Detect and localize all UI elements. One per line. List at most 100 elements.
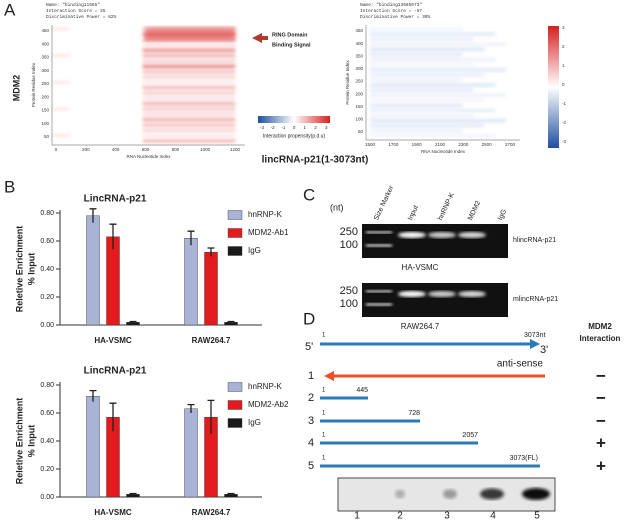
protein-label: MDM2: [11, 75, 21, 102]
legend-swatch: [227, 210, 243, 220]
band: [398, 291, 426, 297]
start-label: 1: [322, 388, 326, 394]
y-axis-title: Reletive Enrichment: [14, 398, 24, 485]
x-tick-label: 1500: [365, 142, 376, 147]
bar: [184, 237, 198, 326]
legend-label: IgG: [248, 418, 261, 427]
colorbar-tick: 2: [562, 44, 565, 49]
blot-band: [395, 489, 405, 499]
y-tick-label: 450: [355, 28, 363, 33]
heat-band: [370, 83, 496, 87]
unit-label: (nt): [330, 202, 344, 212]
heat-band: [142, 112, 236, 116]
y-axis-title: Protein Residue Index: [345, 60, 350, 105]
colorbar-tick: -1: [281, 125, 285, 130]
start-label: 1: [322, 433, 326, 439]
legend-swatch: [227, 400, 243, 410]
x-tick-label: HA-VSMC: [94, 336, 132, 345]
y-tick-label: 100: [355, 117, 363, 122]
result: +: [596, 433, 606, 452]
y-tick-label: 0.00: [40, 494, 54, 501]
y-tick-label: 300: [41, 68, 49, 73]
heat-band: [370, 42, 507, 46]
lane-label: 5: [534, 511, 540, 521]
colorbar: [258, 116, 330, 123]
band: [366, 303, 392, 306]
start-label: 1: [322, 333, 326, 339]
y-axis-title: % Input: [26, 253, 36, 286]
blot-band: [522, 488, 550, 500]
y-tick-label: 0.60: [40, 238, 54, 245]
legend-label: MDM2-Ab1: [248, 228, 289, 237]
bar: [106, 236, 120, 326]
heat-band: [142, 80, 236, 84]
five-prime: 5': [305, 341, 313, 353]
heat-band: [142, 59, 236, 63]
colorbar-tick: 3: [562, 25, 565, 30]
legend-swatch: [227, 418, 243, 428]
heat-band: [142, 75, 236, 79]
heat-band: [52, 54, 70, 57]
lane-label: 2: [397, 511, 403, 521]
error-bar: [187, 230, 195, 246]
y-tick-label: 400: [355, 41, 363, 46]
heat-band: [52, 108, 70, 110]
heat-band: [370, 73, 485, 77]
heat-band: [142, 128, 236, 132]
error-bar: [129, 492, 137, 495]
gel-target: hlincRNA-p21: [513, 237, 556, 244]
annotation: RING Domain: [272, 32, 308, 38]
blot-band: [480, 488, 504, 500]
lane-label: MDM2: [467, 200, 482, 222]
chart-title: LincRNA-p21: [84, 194, 147, 205]
band: [398, 232, 426, 238]
band: [458, 291, 486, 297]
arrow: [252, 33, 268, 43]
heat-band: [370, 103, 463, 107]
heat-band: [370, 119, 507, 123]
heat-band: [142, 43, 236, 47]
marker-label: 100: [340, 239, 358, 251]
lane-label: Size Marker: [373, 184, 395, 221]
heat-hotspot: [144, 27, 236, 41]
panel-label: D: [303, 309, 315, 328]
colorbar-tick: 0: [562, 82, 565, 87]
y-tick-label: 0.60: [40, 410, 54, 417]
x-tick-label: 0: [55, 147, 58, 152]
x-tick-label: HA-VSMC: [94, 508, 132, 517]
heat-band: [370, 98, 485, 102]
panel-label: A: [4, 0, 16, 19]
colorbar-tick: -2: [562, 120, 566, 125]
panel-title: lincRNA-p21(1-3073nt): [262, 155, 369, 166]
y-tick-label: 400: [41, 41, 49, 46]
error-bar: [207, 247, 215, 257]
colorbar-tick: -3: [562, 139, 566, 144]
band: [366, 231, 392, 234]
x-tick-label: 1200: [230, 147, 241, 152]
legend-swatch: [227, 228, 243, 238]
heat-band: [370, 68, 507, 72]
colorbar-tick: -1: [562, 101, 566, 106]
x-tick-label: 400: [112, 147, 120, 152]
heatmap-header: Interaction Score = -57: [360, 8, 422, 14]
x-tick-label: RAW264.7: [192, 336, 231, 345]
x-tick-label: RAW264.7: [192, 508, 231, 517]
marker-label: 250: [340, 285, 358, 297]
heat-band: [142, 64, 236, 68]
construct-id: 1: [308, 370, 314, 382]
marker-label: 250: [340, 226, 358, 238]
heat-band: [370, 124, 485, 128]
y-tick-label: 0.00: [40, 322, 54, 329]
error-bar: [89, 389, 97, 402]
error-bar: [227, 320, 235, 323]
y-tick-label: 250: [41, 81, 49, 86]
heatmap-header: Discriminative Power = 30%: [360, 14, 431, 20]
colorbar-tick: 3: [325, 125, 328, 130]
error-bar: [109, 402, 117, 432]
heat-band: [142, 70, 236, 74]
result: −: [596, 411, 606, 430]
legend-label: hnRNP-K: [248, 382, 282, 391]
colorbar-title: Interaction propensity(p.d.u): [263, 133, 326, 139]
heat-band: [142, 118, 236, 122]
heatmap-header: Discriminative Power = 82%: [46, 14, 117, 20]
